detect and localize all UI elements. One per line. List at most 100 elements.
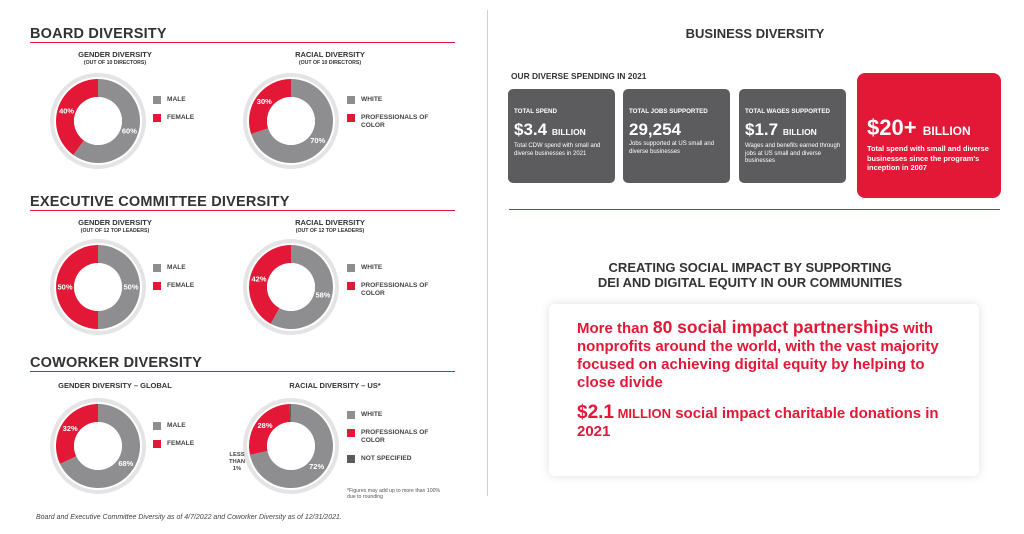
board-gender-heading: GENDER DIVERSITY (OUT OF 10 DIRECTORS) <box>60 50 170 66</box>
legend-label: PROFESSIONALS OF COLOR <box>361 429 429 444</box>
legend-swatch-gray <box>347 96 355 104</box>
legend-item-poc: PROFESSIONALS OF COLOR <box>347 114 441 130</box>
coworker-gender-donut: 68% 32% <box>50 398 146 494</box>
legend-item-female: FEMALE <box>153 282 194 290</box>
donations-suffix: social impact charitable donations in 20… <box>577 405 939 440</box>
slice-label-professionals-of-color: 42% <box>252 274 267 283</box>
social-impact-title: CREATING SOCIAL IMPACT BY SUPPORTING DEI… <box>540 260 960 290</box>
slice-label-white: 72% <box>309 462 324 471</box>
legend-item-female: FEMALE <box>153 114 194 122</box>
legend-swatch-red <box>153 282 161 290</box>
board-racial-subtitle: (OUT OF 10 DIRECTORS) <box>298 60 362 66</box>
social-impact-title-line1: CREATING SOCIAL IMPACT BY SUPPORTING <box>608 260 892 275</box>
less-than-text: LESS THAN 1% <box>228 452 246 472</box>
legend-label: WHITE <box>361 96 383 103</box>
donut-hole <box>74 422 122 470</box>
dates-footnote: Board and Executive Committee Diversity … <box>36 514 342 521</box>
slice-label-female: 50% <box>57 283 72 292</box>
legend-item-poc: PROFESSIONALS OF COLOR <box>347 282 441 298</box>
highlight-number: $20+ <box>867 115 917 140</box>
legend-item-female: FEMALE <box>153 440 194 448</box>
donut-hole <box>267 422 315 470</box>
stat-card-desc: Wages and benefits earned through jobs a… <box>745 143 841 164</box>
legend-item-not-specified: NOT SPECIFIED <box>347 455 441 463</box>
legend-swatch-gray <box>153 96 161 104</box>
legend-label: FEMALE <box>167 114 195 121</box>
legend-label: WHITE <box>361 264 383 271</box>
stat-card-wages-supported: TOTAL WAGES SUPPORTED $1.7 BILLION Wages… <box>739 89 846 183</box>
slice-label-female: 40% <box>59 106 74 115</box>
slice-professionals-of-color <box>249 245 291 324</box>
slice-not-specified <box>289 404 291 423</box>
partnerships-prefix: More than <box>577 320 653 337</box>
donut-hole <box>74 97 122 145</box>
partnerships-count: 80 social impact partnerships <box>652 317 899 337</box>
highlight-desc: Total spend with small and diverse busin… <box>867 144 989 172</box>
legend-swatch-red <box>347 282 355 290</box>
slice-female <box>56 245 98 329</box>
social-impact-box: More than 80 social impact partnerships … <box>549 304 979 476</box>
legend-label: WHITE <box>361 411 383 418</box>
highlight-value: $20+ BILLION <box>867 117 995 142</box>
legend-swatch-gray <box>153 264 161 272</box>
rounding-note: *Figures may add up to more than 100% du… <box>347 488 441 500</box>
legend-label: MALE <box>167 264 186 271</box>
legend-label: MALE <box>167 96 186 103</box>
slice-female <box>56 79 98 155</box>
donut-hole <box>267 97 315 145</box>
exec-racial-title: RACIAL DIVERSITY <box>295 218 365 227</box>
coworker-racial-donut: 72% 28% <box>243 398 339 494</box>
spending-heading: OUR DIVERSE SPENDING IN 2021 <box>511 71 647 81</box>
exec-gender-donut: 50% 50% <box>50 239 146 335</box>
coworker-diversity-rule <box>30 371 455 372</box>
slice-white <box>270 245 333 329</box>
slice-label-male: 50% <box>123 283 138 292</box>
legend-item-white: WHITE <box>347 411 441 419</box>
coworker-gender-legend: MALE FEMALE <box>153 422 194 458</box>
stat-card-value: $3.4 BILLION <box>514 121 610 141</box>
coworker-racial-heading: RACIAL DIVERSITY – US* <box>275 381 395 390</box>
executive-diversity-title: EXECUTIVE COMMITTEE DIVERSITY <box>30 194 290 210</box>
slice-label-professionals-of-color: 28% <box>258 421 273 430</box>
exec-racial-subtitle: (OUT OF 12 TOP LEADERS) <box>295 228 365 234</box>
slice-label-white: 58% <box>315 291 330 300</box>
slice-white <box>249 404 333 488</box>
legend-swatch-red <box>153 440 161 448</box>
legend-item-male: MALE <box>153 264 194 272</box>
coworker-racial-title: RACIAL DIVERSITY – US* <box>289 381 381 390</box>
stat-card-label: TOTAL SPEND <box>514 108 557 115</box>
stat-value-number: 29,254 <box>629 120 681 139</box>
board-diversity-rule <box>30 42 455 43</box>
legend-swatch-gray <box>347 411 355 419</box>
highlight-card-total-spend: $20+ BILLION Total spend with small and … <box>857 73 1001 198</box>
legend-item-male: MALE <box>153 422 194 430</box>
board-racial-heading: RACIAL DIVERSITY (OUT OF 10 DIRECTORS) <box>275 50 385 66</box>
board-gender-title: GENDER DIVERSITY <box>78 50 152 59</box>
stat-value-unit: BILLION <box>551 127 586 137</box>
board-diversity-title: BOARD DIVERSITY <box>30 26 167 42</box>
donations-unit: MILLION <box>613 406 672 421</box>
slice-label-professionals-of-color: 30% <box>257 97 272 106</box>
stat-value-unit: BILLION <box>782 127 817 137</box>
board-gender-subtitle: (OUT OF 10 DIRECTORS) <box>83 60 147 66</box>
stat-value-number: $1.7 <box>745 120 779 139</box>
legend-swatch-red <box>347 429 355 437</box>
legend-item-male: MALE <box>153 96 194 104</box>
executive-diversity-rule <box>30 210 455 211</box>
legend-swatch-red <box>153 114 161 122</box>
coworker-diversity-title: COWORKER DIVERSITY <box>30 355 202 371</box>
social-impact-title-line2: DEI AND DIGITAL EQUITY IN OUR COMMUNITIE… <box>597 275 903 290</box>
legend-swatch-red <box>347 114 355 122</box>
exec-gender-heading: GENDER DIVERSITY (OUT OF 12 TOP LEADERS) <box>60 218 170 234</box>
exec-racial-heading: RACIAL DIVERSITY (OUT OF 12 TOP LEADERS) <box>275 218 385 234</box>
legend-label: FEMALE <box>167 440 195 447</box>
slice-female <box>55 404 98 464</box>
board-racial-title: RACIAL DIVERSITY <box>295 50 365 59</box>
stat-card-value: $1.7 BILLION <box>745 121 841 141</box>
less-than-label: LESS THAN 1% <box>226 452 248 473</box>
exec-gender-legend: MALE FEMALE <box>153 264 194 300</box>
slice-male <box>98 245 140 329</box>
column-divider <box>487 10 488 496</box>
legend-label: PROFESSIONALS OF COLOR <box>361 114 429 129</box>
slice-professionals-of-color <box>249 404 291 455</box>
